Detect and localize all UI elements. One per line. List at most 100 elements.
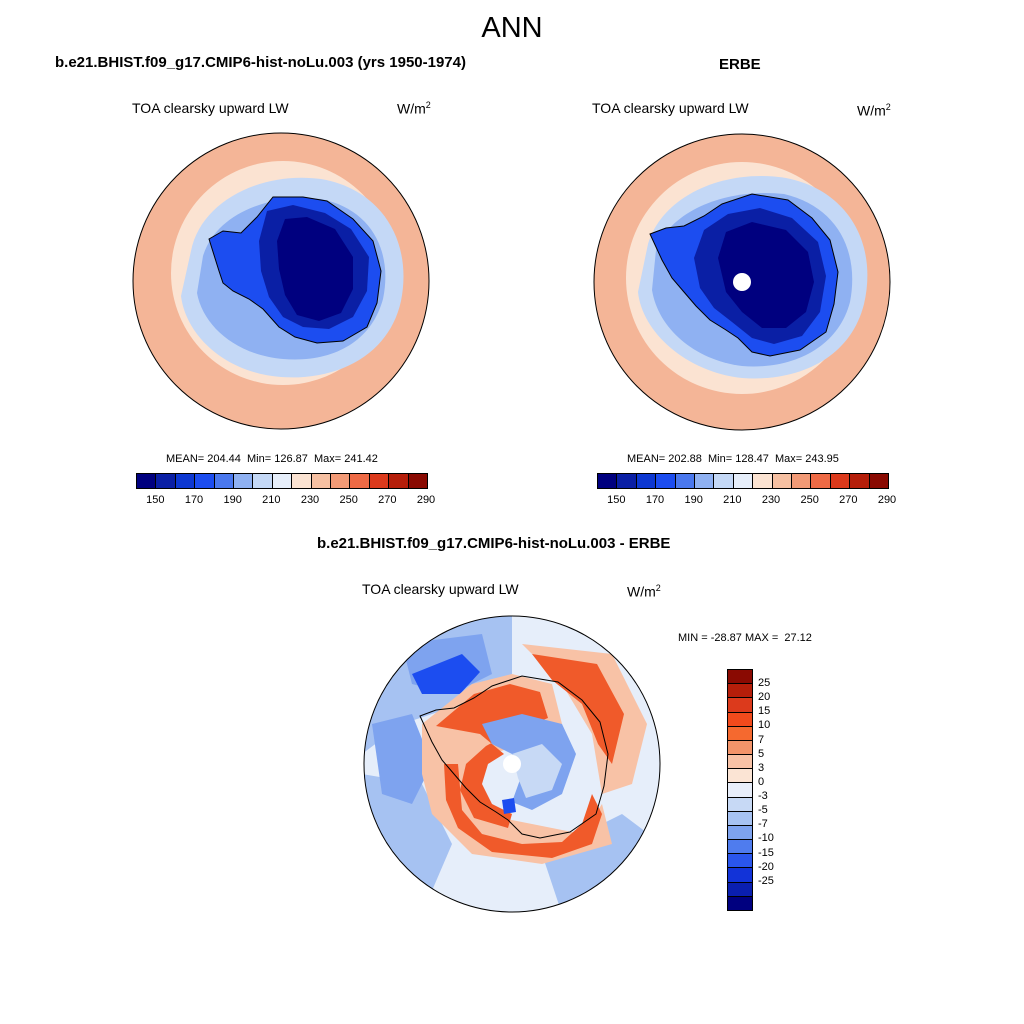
colorbar-tick-label: 190 [684,494,703,506]
colorbar-swatch [408,474,428,488]
colorbar-swatch [156,474,176,488]
colorbar-tick-label: -3 [758,790,768,803]
colorbar-tick-label: 170 [645,494,665,506]
colorbar-tick-label: -15 [758,846,774,859]
colorbar-swatch [811,474,831,488]
colorbar-tick-label: 150 [146,494,165,506]
colorbar-swatch [728,769,752,784]
colorbar-tick-label: 270 [839,494,858,506]
model-variable-label: TOA clearsky upward LW [132,100,289,116]
obs-polar-map [593,133,891,431]
colorbar-tick-label: 210 [262,494,281,506]
colorbar-swatch [728,698,752,713]
colorbar-swatch [728,712,752,727]
colorbar-tick-label: -5 [758,804,768,817]
colorbar-tick-label: -20 [758,860,774,873]
colorbar-tick-label: 230 [300,494,320,506]
diff-stats: MIN = -28.87 MAX = 27.12 [678,632,812,644]
colorbar-swatch [695,474,715,488]
colorbar-swatch [728,854,752,869]
colorbar-swatch [175,474,196,488]
colorbar-swatch [350,474,370,488]
diff-polar-map [363,615,661,913]
colorbar-swatch [656,474,676,488]
colorbar-tick-label: 170 [184,494,204,506]
colorbar-tick-label: 290 [416,494,436,506]
colorbar-swatch [617,474,637,488]
colorbar-swatch [728,825,752,841]
figure-title: ANN [481,12,543,44]
colorbar-swatch [675,474,696,488]
model-colorbar-ticks: 150 170 190 210 230 250 270 290 [136,494,435,508]
colorbar-swatch [195,474,215,488]
colorbar-tick-label: -25 [758,874,774,887]
colorbar-swatch [253,474,273,488]
model-panel-title: b.e21.BHIST.f09_g17.CMIP6-hist-noLu.003 … [55,54,466,71]
colorbar-swatch [728,840,752,855]
colorbar-swatch [331,474,351,488]
colorbar-swatch [728,797,752,812]
colorbar-tick-label: 5 [758,747,765,760]
colorbar-swatch [772,474,793,488]
colorbar-tick-label: 250 [339,494,358,506]
diff-colorbar [727,669,753,911]
obs-units-label: W/m2 [857,102,891,119]
colorbar-tick-label: 150 [607,494,626,506]
colorbar-tick-label: 7 [758,733,765,746]
colorbar-swatch [214,474,235,488]
obs-panel-title: ERBE [719,56,761,73]
colorbar-swatch [728,684,752,699]
colorbar-tick-label: 0 [758,775,765,788]
colorbar-swatch [792,474,812,488]
diff-panel-title: b.e21.BHIST.f09_g17.CMIP6-hist-noLu.003 … [317,535,671,552]
colorbar-swatch [728,868,752,883]
model-units-label: W/m2 [397,100,431,117]
colorbar-tick-label: 20 [758,691,771,704]
colorbar-tick-label: -10 [758,832,774,845]
colorbar-tick-label: -7 [758,818,768,831]
colorbar-tick-label: 3 [758,761,765,774]
obs-variable-label: TOA clearsky upward LW [592,100,749,116]
colorbar-swatch [830,474,851,488]
colorbar-swatch [850,474,870,488]
colorbar-swatch [311,474,332,488]
colorbar-swatch [728,670,752,685]
colorbar-swatch [728,896,752,910]
colorbar-swatch [292,474,312,488]
colorbar-tick-label: 15 [758,705,771,718]
model-stats: MEAN= 204.44 Min= 126.87 Max= 241.42 [166,453,378,465]
colorbar-tick-label: 25 [758,677,771,690]
colorbar-swatch [728,811,752,826]
colorbar-swatch [636,474,657,488]
colorbar-swatch [728,783,752,798]
colorbar-swatch [869,474,889,488]
diff-variable-label: TOA clearsky upward LW [362,581,519,597]
colorbar-tick-label: 230 [761,494,781,506]
colorbar-swatch [598,474,618,488]
diff-units-label: W/m2 [627,583,661,600]
diff-colorbar-ticks: 25 20 15 10 7 5 3 0 -3 -5 -7 -10 -15 -20 -25 [758,669,798,909]
colorbar-swatch [272,474,293,488]
colorbar-tick-label: 270 [378,494,397,506]
colorbar-swatch [753,474,773,488]
colorbar-swatch [234,474,254,488]
model-colorbar [136,473,428,489]
colorbar-tick-label: 290 [877,494,897,506]
colorbar-tick-label: 10 [758,719,771,732]
colorbar-swatch [728,882,752,897]
colorbar-tick-label: 190 [223,494,242,506]
colorbar-swatch [389,474,409,488]
model-polar-map [132,132,430,430]
colorbar-swatch [369,474,390,488]
colorbar-swatch [728,740,752,756]
obs-colorbar-ticks: 150 170 190 210 230 250 270 290 [597,494,896,508]
obs-stats: MEAN= 202.88 Min= 128.47 Max= 243.95 [627,453,839,465]
colorbar-tick-label: 210 [723,494,742,506]
colorbar-tick-label: 250 [800,494,819,506]
colorbar-swatch [728,755,752,770]
colorbar-swatch [728,726,752,741]
colorbar-swatch [714,474,734,488]
colorbar-swatch [733,474,754,488]
obs-colorbar [597,473,889,489]
colorbar-swatch [137,474,157,488]
